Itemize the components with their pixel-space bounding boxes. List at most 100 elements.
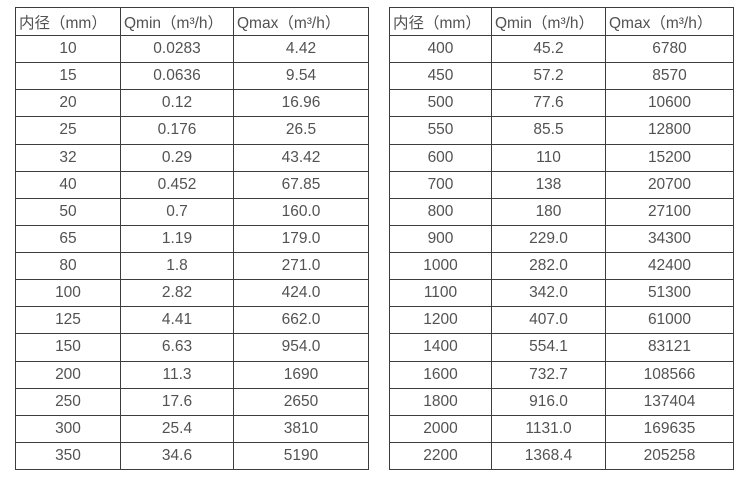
table-cell: 20700 bbox=[605, 170, 734, 199]
table-cell: 450 bbox=[389, 62, 492, 91]
table-cell: 424.0 bbox=[233, 279, 369, 308]
table-cell: 700 bbox=[389, 170, 492, 199]
table-row: 40 0.452 67.85 bbox=[15, 170, 369, 199]
table-row: 25 0.176 26.5 bbox=[15, 116, 369, 145]
table-cell: 65 bbox=[15, 224, 121, 254]
table-cell: 40 bbox=[15, 170, 121, 199]
table-row: 500 77.6 10600 bbox=[389, 89, 734, 118]
table-cell: 27100 bbox=[605, 197, 734, 226]
table-cell: 179.0 bbox=[233, 224, 369, 254]
table-body: 10 0.0283 4.42 15 0.0636 9.54 20 0.12 16.96 25 0.1… bbox=[15, 34, 369, 471]
table-cell: 160.0 bbox=[233, 197, 369, 226]
table-cell: 108566 bbox=[605, 360, 734, 389]
table-row: 125 4.41 662.0 bbox=[15, 306, 369, 335]
column-header-inner-diameter: 内径（mm） bbox=[389, 7, 492, 36]
table-row: 1000 282.0 42400 bbox=[389, 251, 734, 281]
table-header-row: 内径（mm） Qmin（m³/h） Qmax（m³/h） bbox=[389, 7, 734, 36]
table-cell: 4.42 bbox=[233, 34, 369, 64]
flow-spec-table-small-diameter: 内径（mm） Qmin（m³/h） Qmax（m³/h） 10 0.0283 4.4… bbox=[15, 7, 369, 471]
table-cell: 6.63 bbox=[120, 333, 234, 362]
table-row: 1100 342.0 51300 bbox=[389, 279, 734, 308]
table-row: 250 17.6 2650 bbox=[15, 387, 369, 416]
table-row: 65 1.19 179.0 bbox=[15, 224, 369, 254]
table-cell: 662.0 bbox=[233, 306, 369, 335]
table-cell: 1800 bbox=[389, 387, 492, 416]
table-row: 1800 916.0 137404 bbox=[389, 387, 734, 416]
table-row: 150 6.63 954.0 bbox=[15, 333, 369, 362]
table-cell: 169635 bbox=[605, 414, 734, 443]
table-cell: 34300 bbox=[605, 224, 734, 254]
table-cell: 1600 bbox=[389, 360, 492, 389]
table-row: 15 0.0636 9.54 bbox=[15, 62, 369, 91]
table-cell: 1690 bbox=[233, 360, 369, 389]
table-cell: 300 bbox=[15, 414, 121, 443]
table-cell: 1368.4 bbox=[491, 441, 606, 471]
table-cell: 10600 bbox=[605, 89, 734, 118]
table-cell: 407.0 bbox=[491, 306, 606, 335]
table-cell: 12800 bbox=[605, 116, 734, 145]
column-header-qmax: Qmax（m³/h） bbox=[605, 7, 734, 36]
table-row: 700 138 20700 bbox=[389, 170, 734, 199]
table-cell: 1200 bbox=[389, 306, 492, 335]
table-cell: 400 bbox=[389, 34, 492, 64]
table-cell: 732.7 bbox=[491, 360, 606, 389]
table-cell: 137404 bbox=[605, 387, 734, 416]
table-cell: 80 bbox=[15, 251, 121, 281]
flow-spec-table-large-diameter: 内径（mm） Qmin（m³/h） Qmax（m³/h） 400 45.2 6780… bbox=[389, 7, 734, 471]
table-cell: 43.42 bbox=[233, 143, 369, 172]
table-cell: 11.3 bbox=[120, 360, 234, 389]
table-cell: 2000 bbox=[389, 414, 492, 443]
table-row: 800 180 27100 bbox=[389, 197, 734, 226]
table-row: 2200 1368.4 205258 bbox=[389, 441, 734, 471]
table-cell: 9.54 bbox=[233, 62, 369, 91]
table-cell: 15 bbox=[15, 62, 121, 91]
table-cell: 100 bbox=[15, 279, 121, 308]
table-cell: 25 bbox=[15, 116, 121, 145]
table-cell: 6780 bbox=[605, 34, 734, 64]
table-row: 1600 732.7 108566 bbox=[389, 360, 734, 389]
table-header-row: 内径（mm） Qmin（m³/h） Qmax（m³/h） bbox=[15, 7, 369, 36]
table-cell: 138 bbox=[491, 170, 606, 199]
table-row: 50 0.7 160.0 bbox=[15, 197, 369, 226]
table-cell: 32 bbox=[15, 143, 121, 172]
table-cell: 16.96 bbox=[233, 89, 369, 118]
column-header-qmin: Qmin（m³/h） bbox=[491, 7, 606, 36]
table-cell: 200 bbox=[15, 360, 121, 389]
table-cell: 1400 bbox=[389, 333, 492, 362]
table-cell: 51300 bbox=[605, 279, 734, 308]
table-cell: 4.41 bbox=[120, 306, 234, 335]
table-row: 350 34.6 5190 bbox=[15, 441, 369, 471]
table-cell: 1131.0 bbox=[491, 414, 606, 443]
table-row: 400 45.2 6780 bbox=[389, 34, 734, 64]
table-cell: 250 bbox=[15, 387, 121, 416]
table-row: 80 1.8 271.0 bbox=[15, 251, 369, 281]
column-header-qmin: Qmin（m³/h） bbox=[120, 7, 234, 36]
table-cell: 180 bbox=[491, 197, 606, 226]
table-cell: 350 bbox=[15, 441, 121, 471]
table-row: 32 0.29 43.42 bbox=[15, 143, 369, 172]
table-cell: 50 bbox=[15, 197, 121, 226]
table-cell: 1.19 bbox=[120, 224, 234, 254]
table-cell: 26.5 bbox=[233, 116, 369, 145]
table-row: 1400 554.1 83121 bbox=[389, 333, 734, 362]
table-cell: 85.5 bbox=[491, 116, 606, 145]
column-header-inner-diameter: 内径（mm） bbox=[15, 7, 121, 36]
table-cell: 57.2 bbox=[491, 62, 606, 91]
table-cell: 1.8 bbox=[120, 251, 234, 281]
table-cell: 0.176 bbox=[120, 116, 234, 145]
table-row: 450 57.2 8570 bbox=[389, 62, 734, 91]
table-row: 550 85.5 12800 bbox=[389, 116, 734, 145]
table-cell: 916.0 bbox=[491, 387, 606, 416]
table-cell: 34.6 bbox=[120, 441, 234, 471]
table-cell: 15200 bbox=[605, 143, 734, 172]
table-cell: 1100 bbox=[389, 279, 492, 308]
table-row: 100 2.82 424.0 bbox=[15, 279, 369, 308]
table-cell: 10 bbox=[15, 34, 121, 64]
table-cell: 550 bbox=[389, 116, 492, 145]
table-cell: 0.0283 bbox=[120, 34, 234, 64]
table-cell: 500 bbox=[389, 89, 492, 118]
table-row: 2000 1131.0 169635 bbox=[389, 414, 734, 443]
table-cell: 2200 bbox=[389, 441, 492, 471]
table-cell: 67.85 bbox=[233, 170, 369, 199]
